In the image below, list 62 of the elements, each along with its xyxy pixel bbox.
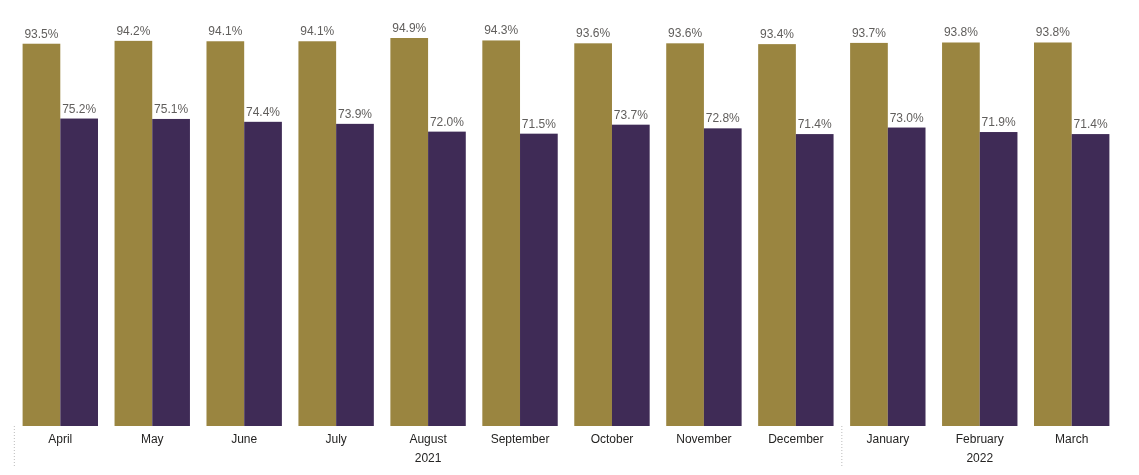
data-label: 93.8% [943,25,979,40]
bar [298,41,337,426]
x-tick-label: January [866,432,910,446]
data-label: 94.1% [208,24,243,39]
data-label: 94.3% [484,23,519,38]
data-label: 72.8% [705,111,741,126]
x-tick-label: December [768,432,824,446]
bar [428,131,466,426]
data-label: 75.2% [62,101,97,116]
bar [850,42,888,426]
bar [520,133,558,426]
x-tick-label: February [955,432,1004,446]
data-label: 93.5% [24,26,59,41]
bar [390,38,429,426]
bar [22,43,61,426]
data-label: 94.1% [300,24,335,39]
x-tick-label: March [1055,432,1089,446]
data-label: 71.9% [981,115,1016,130]
data-label: 74.4% [246,104,281,119]
data-label: 71.5% [521,116,557,131]
data-label: 71.4% [797,117,833,132]
data-label: 94.9% [392,21,427,35]
data-label: 73.9% [337,106,373,121]
bar [611,124,650,426]
bar [482,40,521,426]
data-label: 73.0% [889,110,924,125]
bar [666,43,704,426]
bar [574,43,612,426]
data-label: 73.7% [613,107,649,122]
x-tick-label: September [490,432,550,446]
data-label: 71.4% [1073,117,1108,132]
data-label: 72.0% [429,114,465,129]
data-label: 93.6% [668,26,703,41]
bar [60,118,98,426]
data-label: 94.2% [116,23,151,38]
bar [152,118,190,426]
data-label: 93.6% [576,26,611,41]
x-tick-label: November [676,432,732,446]
bar [758,44,796,426]
data-label: 75.1% [154,101,189,116]
bar [703,128,742,426]
x-tick-label: May [140,432,164,446]
bar [979,132,1018,426]
bar [206,41,245,426]
bar [1034,42,1072,426]
x-tick-label: October [590,432,634,446]
bar [887,127,926,426]
bar [1071,134,1110,426]
bar [244,121,282,426]
text: 2021 [414,451,442,465]
x-tick-label: June [231,432,258,446]
bar [336,123,374,426]
bar [795,134,834,426]
x-tick-label: April [48,432,73,446]
bar [114,40,153,426]
bar [942,42,980,426]
data-label: 93.7% [851,25,887,40]
x-tick-label: August [409,432,448,446]
data-label: 93.8% [1035,25,1071,40]
text: 2022 [966,451,994,465]
x-tick-label: July [325,432,347,446]
data-label: 93.4% [760,27,795,42]
